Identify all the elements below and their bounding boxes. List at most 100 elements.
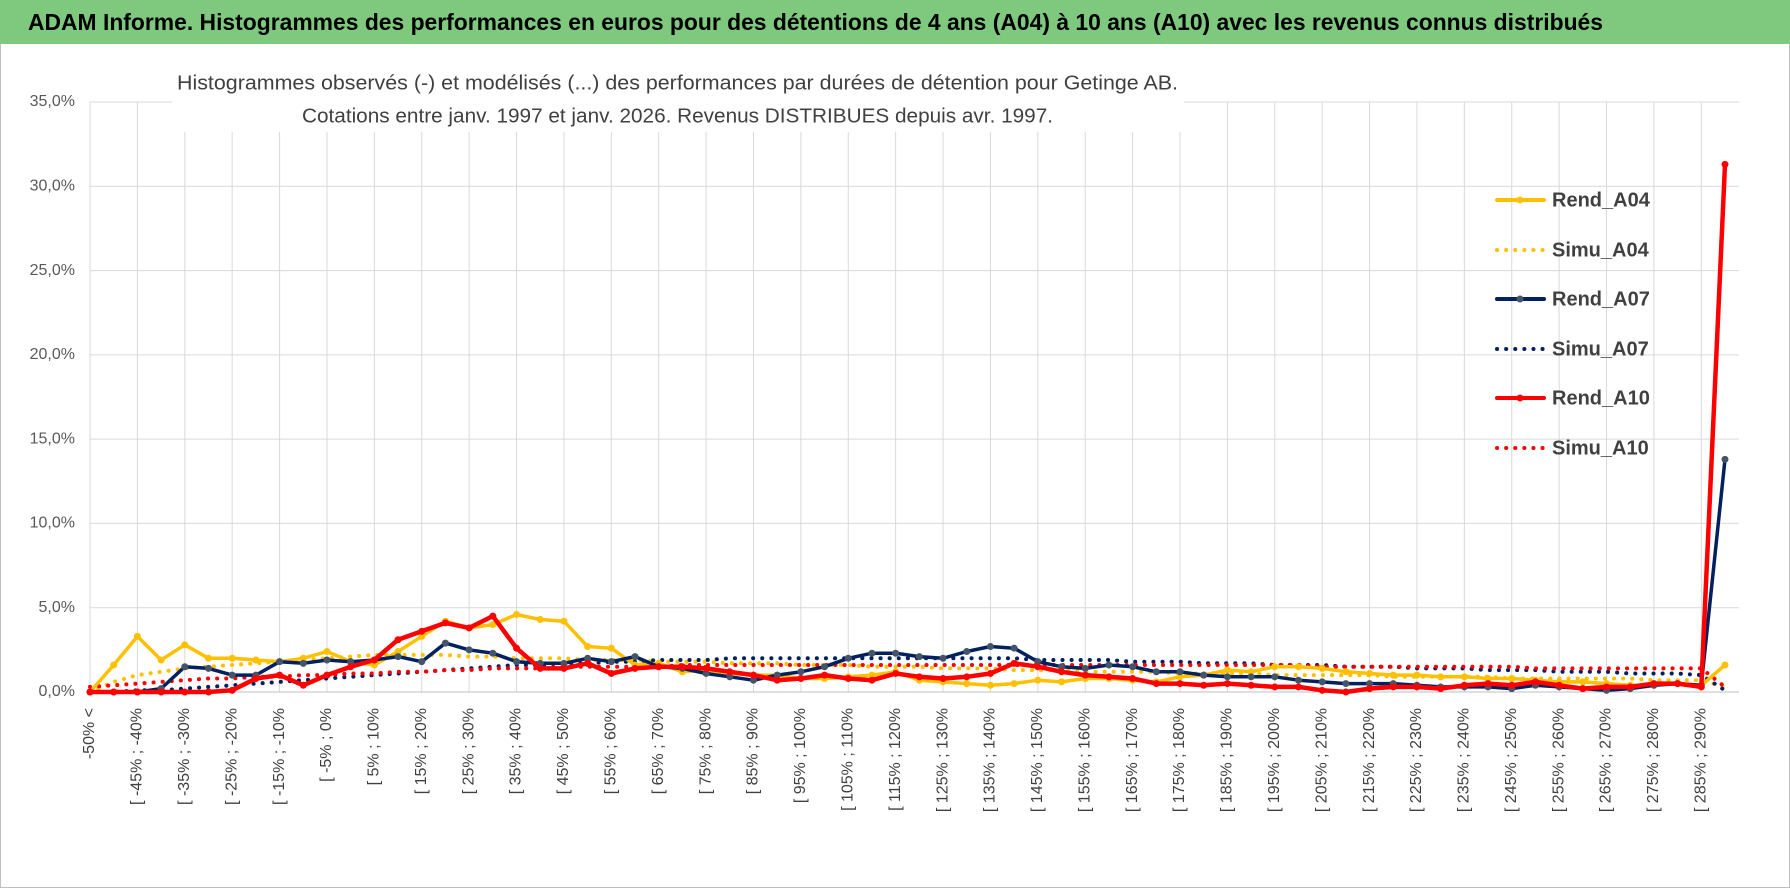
x-tick-label: [ 55% ; 60% (603, 708, 620, 794)
marker (1247, 681, 1255, 689)
marker (584, 659, 592, 667)
marker (1318, 664, 1326, 672)
marker (370, 656, 378, 664)
marker (1342, 688, 1350, 696)
marker (1484, 675, 1492, 683)
x-tick-label: [ 215% ; 220% (1361, 708, 1378, 812)
header-bar (0, 0, 1790, 44)
marker (157, 656, 165, 664)
marker (1223, 666, 1231, 674)
marker (1247, 673, 1255, 681)
marker (1176, 680, 1184, 688)
y-tick-label: 15,0% (30, 430, 75, 447)
marker (1437, 685, 1445, 693)
marker (1697, 683, 1705, 691)
marker (110, 688, 118, 696)
x-tick-label: [ 35% ; 40% (508, 708, 525, 794)
marker (1176, 673, 1184, 681)
marker (797, 675, 805, 683)
marker (1271, 663, 1279, 671)
marker (702, 664, 710, 672)
y-tick-label: 5,0% (39, 599, 75, 616)
x-tick-label: [ 175% ; 180% (1171, 708, 1188, 812)
marker (1105, 661, 1113, 669)
marker (1389, 683, 1397, 691)
marker (1294, 663, 1302, 671)
marker (773, 671, 781, 679)
chart-title: Histogrammes observés (-) et modélisés (… (177, 72, 1178, 94)
marker (323, 656, 331, 664)
marker (1721, 160, 1729, 168)
x-tick-label: [ 235% ; 240% (1456, 708, 1473, 812)
legend-marker (1516, 196, 1524, 204)
x-tick-label: [ 255% ; 260% (1550, 708, 1567, 812)
marker (1721, 661, 1729, 669)
marker (418, 658, 426, 666)
marker (1413, 683, 1421, 691)
x-tick-label: [ 245% ; 250% (1503, 708, 1520, 812)
marker (1010, 644, 1018, 652)
chart-subtitle: Cotations entre janv. 1997 et janv. 2026… (302, 105, 1053, 127)
marker (157, 688, 165, 696)
legend-label: Rend_A07 (1552, 288, 1650, 310)
marker (1342, 680, 1350, 688)
x-tick-label: [ 115% ; 120% (887, 708, 904, 811)
marker (939, 654, 947, 662)
marker (1366, 669, 1374, 677)
marker (1460, 681, 1468, 689)
marker (939, 675, 947, 683)
marker (584, 642, 592, 650)
marker (797, 668, 805, 676)
marker (1579, 678, 1587, 686)
marker (1603, 683, 1611, 691)
marker (441, 619, 449, 627)
x-tick-label: [ 5% ; 10% (366, 708, 383, 785)
y-tick-label: 20,0% (30, 346, 75, 363)
legend-label: Simu_A07 (1552, 338, 1649, 360)
marker (536, 616, 544, 624)
marker (1271, 683, 1279, 691)
marker (560, 617, 568, 625)
y-tick-label: 0,0% (39, 683, 75, 700)
marker (678, 663, 686, 671)
legend-label: Simu_A10 (1552, 437, 1649, 459)
marker (1271, 673, 1279, 681)
marker (323, 648, 331, 656)
marker (1460, 673, 1468, 681)
marker (1058, 678, 1066, 686)
marker (133, 632, 141, 640)
marker (986, 681, 994, 689)
marker (465, 624, 473, 632)
marker (963, 673, 971, 681)
marker (963, 680, 971, 688)
x-tick-label: [ 75% ; 80% (697, 708, 714, 794)
header-title: ADAM Informe. Histogrammes des performan… (28, 9, 1603, 35)
marker (204, 654, 212, 662)
marker (1010, 659, 1018, 667)
dotted-line (88, 656, 1727, 694)
marker (631, 653, 639, 661)
marker (1508, 681, 1516, 689)
marker (607, 669, 615, 677)
marker (1389, 671, 1397, 679)
x-tick-label: [ 165% ; 170% (1124, 708, 1141, 812)
marker (1721, 455, 1729, 463)
marker (821, 671, 829, 679)
marker (418, 627, 426, 635)
marker (489, 621, 497, 629)
y-tick-label: 35,0% (30, 93, 75, 110)
marker (726, 673, 734, 681)
marker (347, 663, 355, 671)
x-tick-label: [ 105% ; 110% (839, 708, 856, 811)
x-tick-label: -50% < (81, 708, 98, 759)
marker (1674, 680, 1682, 688)
dotted-line (88, 663, 1727, 689)
marker (1342, 668, 1350, 676)
x-tick-label: [ -25% ; -20% (223, 708, 240, 805)
marker (513, 658, 521, 666)
marker (276, 658, 284, 666)
marker (1484, 680, 1492, 688)
marker (1105, 673, 1113, 681)
